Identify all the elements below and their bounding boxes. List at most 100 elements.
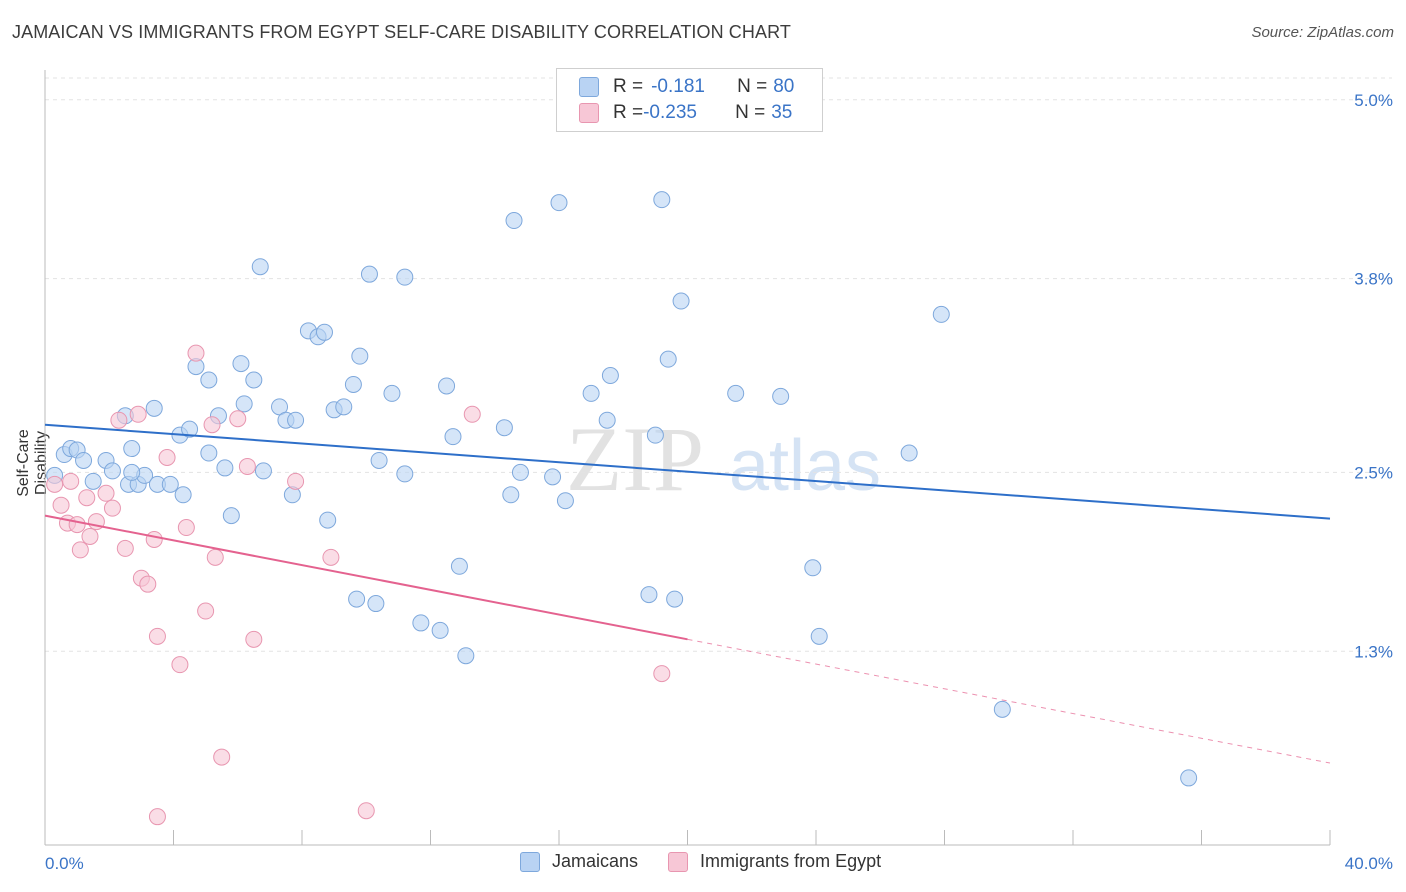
egypt-points [46,344,671,826]
legend-label: Jamaicans [552,851,639,871]
egypt-point [177,519,195,537]
jamaican-point [254,462,272,480]
r-label: R = [613,76,644,97]
n-value: 80 [773,76,795,97]
egypt-point [97,484,115,502]
legend-item-egypt: Immigrants from Egypt [668,851,881,872]
jamaican-point [431,621,449,639]
egypt-point [322,548,340,566]
jamaican-point [145,399,163,417]
jamaican-point [360,265,378,283]
jamaican-point [287,411,305,429]
jamaican-point [659,350,677,368]
jamaican-point [103,462,121,480]
n-label: N = [737,76,768,97]
jamaican-point [245,371,263,389]
jamaican-point [1180,769,1198,787]
jamaican-point [810,627,828,645]
legend-row-egypt: R = -0.235 N = 35 [579,101,792,125]
jamaican-point [319,511,337,529]
jamaican-point [582,384,600,402]
egypt-point [103,499,121,517]
egypt-point [229,410,247,428]
r-value: -0.181 [651,76,705,97]
jamaican-point [653,191,671,209]
jamaican-point [993,700,1011,718]
r-label: R = [613,102,644,123]
jamaicans-swatch [579,77,599,97]
jamaican-point [900,444,918,462]
egypt-point [463,405,481,423]
chart-title: JAMAICAN VS IMMIGRANTS FROM EGYPT SELF-C… [12,22,791,42]
jamaican-point [84,472,102,490]
jamaican-point [932,305,950,323]
egypt-trendline [44,514,688,641]
egypt-point [287,472,305,490]
egypt-point [81,527,99,545]
jamaican-point [232,355,250,373]
jamaican-point [502,486,520,504]
jamaican-point [200,444,218,462]
jamaican-point [598,411,616,429]
series-legend: Jamaicans Immigrants from Egypt [520,851,911,872]
jamaican-point [161,475,179,493]
egypt-point [139,575,157,593]
jamaican-point [550,194,568,212]
egypt-swatch [668,851,689,872]
jamaican-point [672,292,690,310]
legend-row-jamaicans: R = -0.181 N = 80 [579,75,794,99]
jamaican-point [556,492,574,510]
jamaican-point [505,212,523,230]
x-tick-label: 40.0% [1345,854,1393,873]
egypt-point [148,627,166,645]
egypt-point [187,344,205,362]
jamaican-point [396,268,414,286]
r-value: -0.235 [643,102,697,123]
jamaican-point [727,384,745,402]
jamaican-point [200,371,218,389]
jamaican-point [601,367,619,385]
watermark-zip: ZIP [566,408,704,510]
jamaican-point [251,258,269,276]
jamaican-point [335,398,353,416]
egypt-point [653,665,671,683]
jamaican-point [666,590,684,608]
jamaican-point [235,395,253,413]
egypt-point [238,457,256,475]
egypt-trendline-extension [687,638,1331,764]
n-label: N = [735,102,766,123]
jamaicans-swatch [520,851,540,872]
y-tick-label: 1.3% [1354,642,1393,661]
egypt-point [68,516,86,534]
jamaican-point [511,463,529,481]
jamaican-point [181,420,199,438]
egypt-point [171,656,189,674]
y-tick-label: 5.0% [1354,91,1393,110]
jamaican-point [123,463,141,481]
egypt-point [148,808,166,826]
jamaican-point [216,459,234,477]
jamaican-point [457,647,475,665]
correlation-legend: R = -0.181 N = 80 R = -0.235 N = 35 [556,68,823,132]
egypt-point [129,405,147,423]
egypt-point [145,530,163,548]
egypt-point [52,496,70,514]
egypt-point [110,411,128,429]
jamaican-point [383,384,401,402]
egypt-point [158,449,176,466]
jamaican-point [640,586,658,604]
source-credit: Source: ZipAtlas.com [1251,24,1394,41]
egypt-point [213,748,231,766]
egypt-point [116,539,134,557]
jamaican-point [344,375,362,393]
jamaican-point [75,451,93,469]
y-tick-label: 3.8% [1354,270,1393,289]
y-tick-label: 2.5% [1354,463,1393,482]
egypt-point [78,489,96,507]
egypt-point [206,548,224,566]
legend-item-jamaicans: Jamaicans [520,851,638,872]
watermark-atlas: atlas [729,426,881,506]
jamaican-point [646,426,664,444]
egypt-point [203,416,221,434]
